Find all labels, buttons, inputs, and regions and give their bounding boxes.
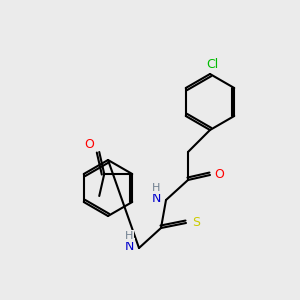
Text: Cl: Cl: [206, 58, 218, 70]
Text: O: O: [214, 169, 224, 182]
Text: H: H: [125, 231, 133, 241]
Text: N: N: [151, 191, 161, 205]
Text: H: H: [152, 183, 160, 193]
Text: N: N: [124, 239, 134, 253]
Text: O: O: [84, 139, 94, 152]
Text: S: S: [192, 215, 200, 229]
